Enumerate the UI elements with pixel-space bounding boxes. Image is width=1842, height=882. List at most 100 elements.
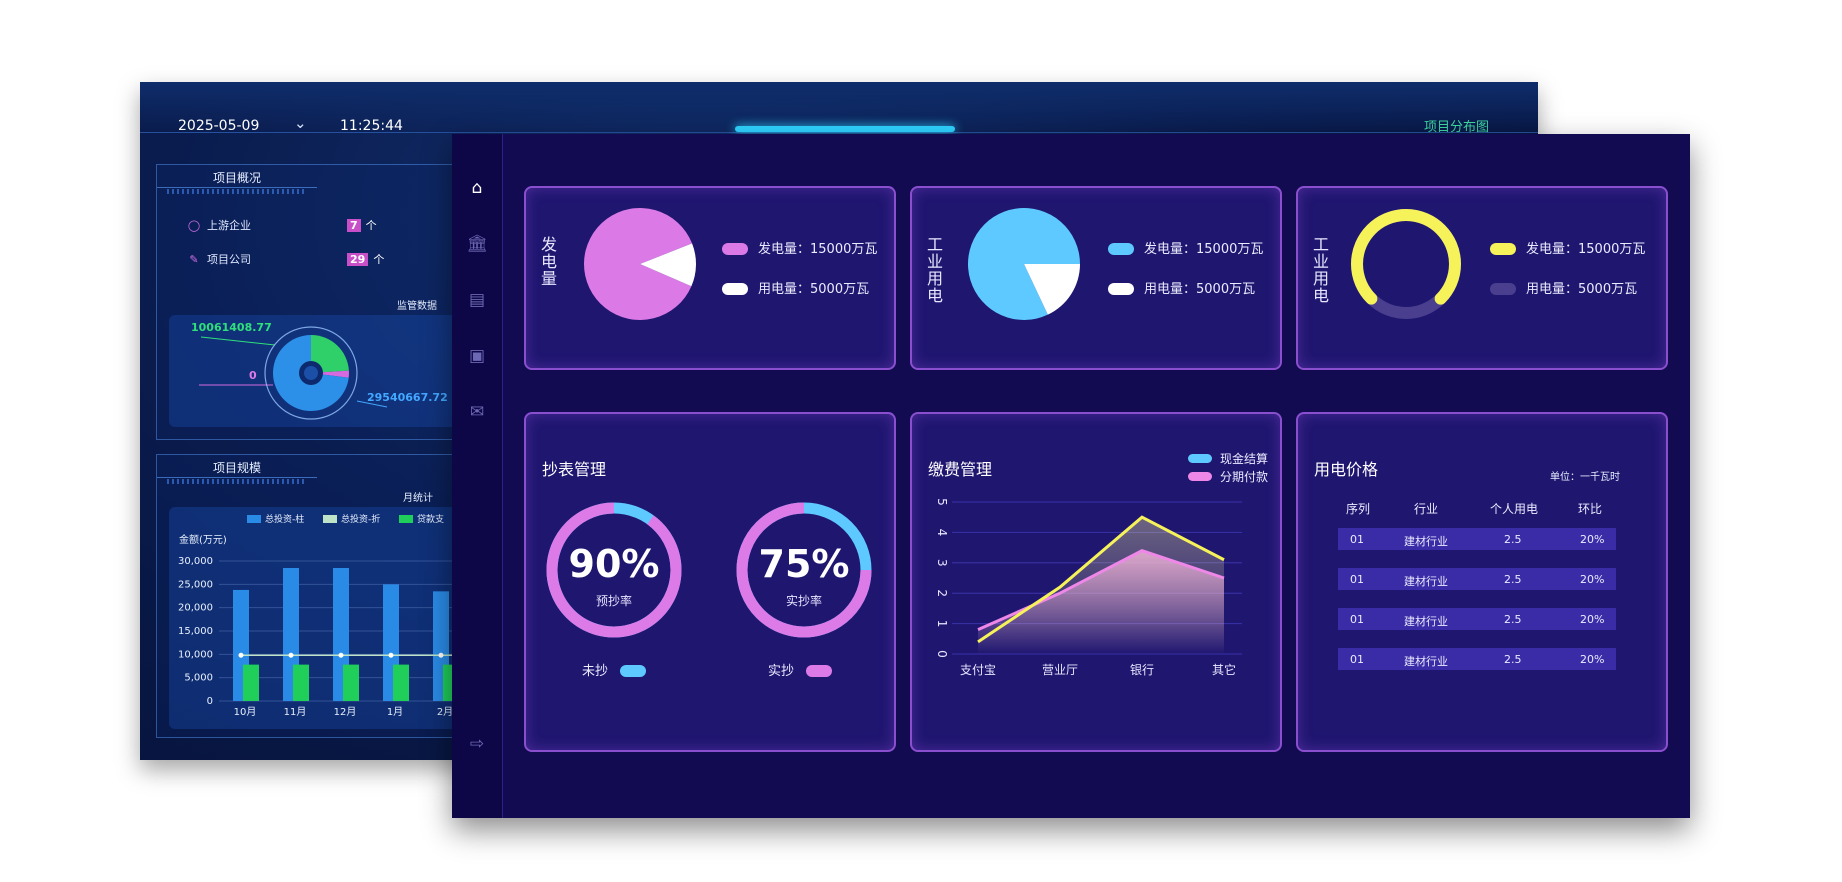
card-title: 缴费管理 xyxy=(928,460,993,479)
legend-swatch xyxy=(806,664,833,677)
donut-arc xyxy=(1351,209,1461,305)
table-row[interactable]: 01 建材行业 2.5 20% xyxy=(1338,568,1616,590)
card-industrial-2: 工业用电 发电量：15000万瓦 用电量：5000万瓦 xyxy=(1296,186,1668,370)
y-tick-label: 3 xyxy=(935,559,949,567)
count-unit: 个 xyxy=(365,219,377,232)
legend-swatch xyxy=(247,515,261,523)
table-cell: 建材行业 xyxy=(1404,615,1448,628)
count-value: 7 xyxy=(347,219,361,232)
x-tick-label: 12月 xyxy=(334,706,357,718)
donut-slice-green xyxy=(311,335,349,373)
table-row[interactable]: 01 建材行业 2.5 20% xyxy=(1338,648,1616,670)
chevron-down-icon[interactable]: ⌄ xyxy=(294,114,307,132)
legend-swatch xyxy=(1490,282,1516,295)
time-display: 11:25:44 xyxy=(340,118,403,134)
panel-tab: 项目规模 xyxy=(157,455,317,478)
line-point xyxy=(288,652,294,658)
table-cell: 20% xyxy=(1580,613,1605,626)
gauge-arc xyxy=(736,502,872,638)
table-cell: 01 xyxy=(1350,533,1364,546)
bar-loan xyxy=(293,664,309,701)
legend-gen: 发电量：15000万瓦 xyxy=(1490,238,1645,257)
tick-label: 5,000 xyxy=(184,673,213,684)
chart-box xyxy=(169,507,469,729)
home-icon[interactable]: ⌂ xyxy=(471,178,483,198)
bar-loan xyxy=(393,664,409,701)
table-cell: 建材行业 xyxy=(1404,575,1448,588)
gauge-preread xyxy=(546,502,682,638)
monitor-donut xyxy=(199,326,388,420)
project-distribution-link[interactable]: 项目分布图 xyxy=(1424,120,1490,135)
blue-value: 29540667.72 xyxy=(367,391,448,404)
legend-label: 用电量：5000万瓦 xyxy=(758,282,870,297)
bar-loan xyxy=(243,664,259,701)
company-count: 29 个 xyxy=(347,251,384,267)
table-cell: 01 xyxy=(1350,653,1364,666)
legend-label: 贷款支 xyxy=(417,513,444,525)
axis-label: 金额(万元) xyxy=(179,533,227,546)
legend-use: 用电量：5000万瓦 xyxy=(1490,278,1637,297)
legend-swatch xyxy=(722,242,748,255)
tick-label: 20,000 xyxy=(178,603,213,614)
chart-icon[interactable]: ▤ xyxy=(468,290,486,310)
legend-label: 发电量：15000万瓦 xyxy=(1144,242,1264,257)
industrial-donut-chart xyxy=(1351,209,1461,319)
table-cell: 01 xyxy=(1350,613,1364,626)
period-label: 月统计 xyxy=(403,493,433,504)
power-dashboard-window: ⌂ 🏛 ▤ ▣ ✉ ⇨ 发电量 发电量：15000万瓦 用电量：5000万瓦 工… xyxy=(452,134,1690,818)
zero-value: 0 xyxy=(249,369,257,382)
column-header: 序列 xyxy=(1346,502,1371,516)
list-item: ◯ 上游企业 xyxy=(187,217,251,233)
table-cell: 2.5 xyxy=(1504,573,1522,586)
legend-installment: 分期付款 xyxy=(1188,468,1268,485)
tick-label: 0 xyxy=(207,696,213,707)
table-cell: 01 xyxy=(1350,573,1364,586)
contact-icon[interactable]: ▣ xyxy=(468,346,486,366)
industrial-pie-chart xyxy=(968,208,1080,320)
chat-icon[interactable]: ✉ xyxy=(469,402,485,422)
table-row[interactable]: 01 建材行业 2.5 20% xyxy=(1338,528,1616,550)
legend-swatch xyxy=(1188,472,1212,481)
table-cell: 建材行业 xyxy=(1404,535,1448,548)
table-cell: 20% xyxy=(1580,653,1605,666)
y-tick-label: 1 xyxy=(935,620,949,628)
line-point xyxy=(238,652,244,658)
legend-swatch xyxy=(1108,282,1134,295)
donut-slice-pink xyxy=(311,370,349,378)
tick-label: 15,000 xyxy=(178,626,213,637)
gauge-label: 实抄率 xyxy=(785,594,822,608)
x-tick-label: 10月 xyxy=(234,706,257,718)
panel-title: 项目概况 xyxy=(213,171,262,185)
leader-line-green xyxy=(200,336,276,346)
gauge-actual xyxy=(736,502,872,638)
count-unit: 个 xyxy=(373,253,385,266)
legend-label: 发电量：15000万瓦 xyxy=(758,242,878,257)
legend-swatch xyxy=(1108,242,1134,255)
line-point xyxy=(388,652,394,658)
legend-swatch xyxy=(722,282,748,295)
bank-icon[interactable]: 🏛 xyxy=(466,234,488,254)
unit-label: 单位：一千瓦时 xyxy=(1550,472,1620,483)
gauge-percent: 75% xyxy=(758,542,850,586)
legend-label: 发电量：15000万瓦 xyxy=(1526,242,1646,257)
item-label: 上游企业 xyxy=(207,219,251,232)
line-installment xyxy=(977,549,1225,632)
panel-stripe xyxy=(167,189,307,194)
legend-gen: 发电量：15000万瓦 xyxy=(722,238,877,257)
card-electricity-price: 用电价格 单位：一千瓦时 序列 行业 个人用电 环比 01 建材行业 2.5 2… xyxy=(1296,412,1668,752)
donut-center xyxy=(304,366,318,380)
legend-use: 用电量：5000万瓦 xyxy=(722,278,869,297)
x-tick-label: 1月 xyxy=(387,706,403,718)
table-row[interactable]: 01 建材行业 2.5 20% xyxy=(1338,608,1616,630)
leader-line-blue xyxy=(356,400,388,408)
gauge-legend: 未抄 xyxy=(582,660,656,679)
table-cell: 20% xyxy=(1580,533,1605,546)
pie-slice-use xyxy=(1024,264,1080,315)
x-tick-label: 11月 xyxy=(284,706,307,718)
edit-icon: ✎ xyxy=(189,253,199,266)
y-tick-label: 5 xyxy=(935,498,949,506)
table-cell: 2.5 xyxy=(1504,533,1522,546)
logout-icon[interactable]: ⇨ xyxy=(469,734,485,754)
